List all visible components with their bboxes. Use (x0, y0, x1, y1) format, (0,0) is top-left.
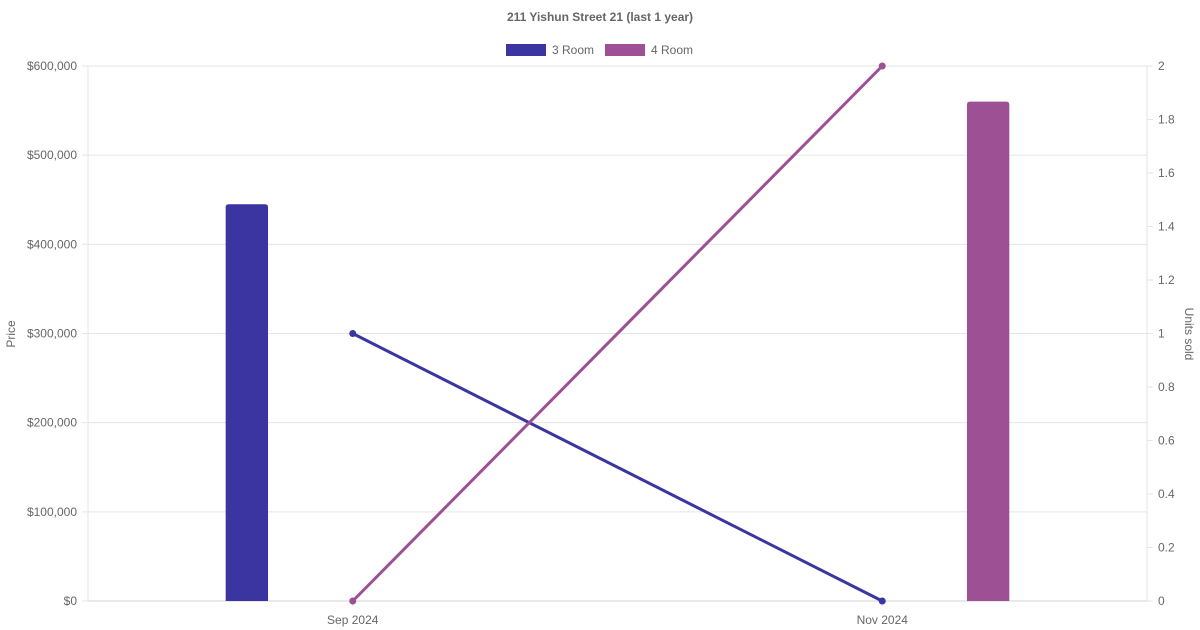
point-3-room-nov-2024[interactable] (878, 597, 886, 605)
legend-item-3-room[interactable]: 3 Room (506, 43, 594, 57)
left-axis-title: Price (4, 320, 18, 348)
legend-label-4-room: 4 Room (651, 43, 693, 57)
left-tick-label: $0 (64, 594, 78, 608)
right-axis-ticks: 0 0.2 0.4 0.6 0.8 1 1.2 1.4 1.6 1.8 2 (1147, 59, 1175, 608)
right-tick-label: 1.6 (1158, 166, 1175, 180)
left-tick-label: $500,000 (27, 148, 77, 162)
right-tick-label: 0.2 (1158, 541, 1175, 555)
line-4-room[interactable] (351, 64, 884, 603)
left-tick-label: $600,000 (27, 59, 77, 73)
x-tick-label: Sep 2024 (327, 613, 379, 627)
point-3-room-sep-2024[interactable] (349, 330, 357, 337)
point-4-room-sep-2024[interactable] (349, 597, 357, 605)
left-axis-ticks: $0 $100,000 $200,000 $300,000 $400,000 $500,0… (27, 59, 88, 608)
right-tick-label: 1.4 (1158, 220, 1175, 234)
right-tick-label: 0.8 (1158, 380, 1175, 394)
x-tick-label: Nov 2024 (857, 613, 909, 627)
chart-title: 211 Yishun Street 21 (last 1 year) (507, 10, 693, 24)
left-tick-label: $200,000 (27, 416, 77, 430)
right-tick-label: 2 (1158, 59, 1165, 73)
legend-swatch-4-room (605, 44, 645, 56)
right-tick-label: 0 (1158, 594, 1165, 608)
line-3-room[interactable] (352, 332, 883, 603)
left-tick-label: $100,000 (27, 505, 77, 519)
legend-item-4-room[interactable]: 4 Room (605, 43, 693, 57)
right-axis-title: Units sold (1182, 308, 1196, 361)
left-tick-label: $400,000 (27, 237, 77, 251)
point-4-room-nov-2024[interactable] (878, 62, 886, 70)
lines (349, 62, 886, 605)
bar-4-room-nov-2024[interactable] (966, 101, 1010, 602)
legend-label-3-room: 3 Room (552, 43, 594, 57)
right-tick-label: 0.4 (1158, 487, 1175, 501)
right-tick-label: 1.2 (1158, 273, 1175, 287)
bar-3-room-sep-2024[interactable] (225, 204, 269, 602)
legend: 3 Room 4 Room (506, 43, 693, 57)
right-tick-label: 1 (1158, 327, 1165, 341)
left-tick-label: $300,000 (27, 327, 77, 341)
right-tick-label: 0.6 (1158, 434, 1175, 448)
right-tick-label: 1.8 (1158, 113, 1175, 127)
legend-swatch-3-room (506, 44, 546, 56)
x-axis-ticks: Sep 2024 Nov 2024 (327, 601, 908, 627)
bars (225, 101, 1010, 602)
